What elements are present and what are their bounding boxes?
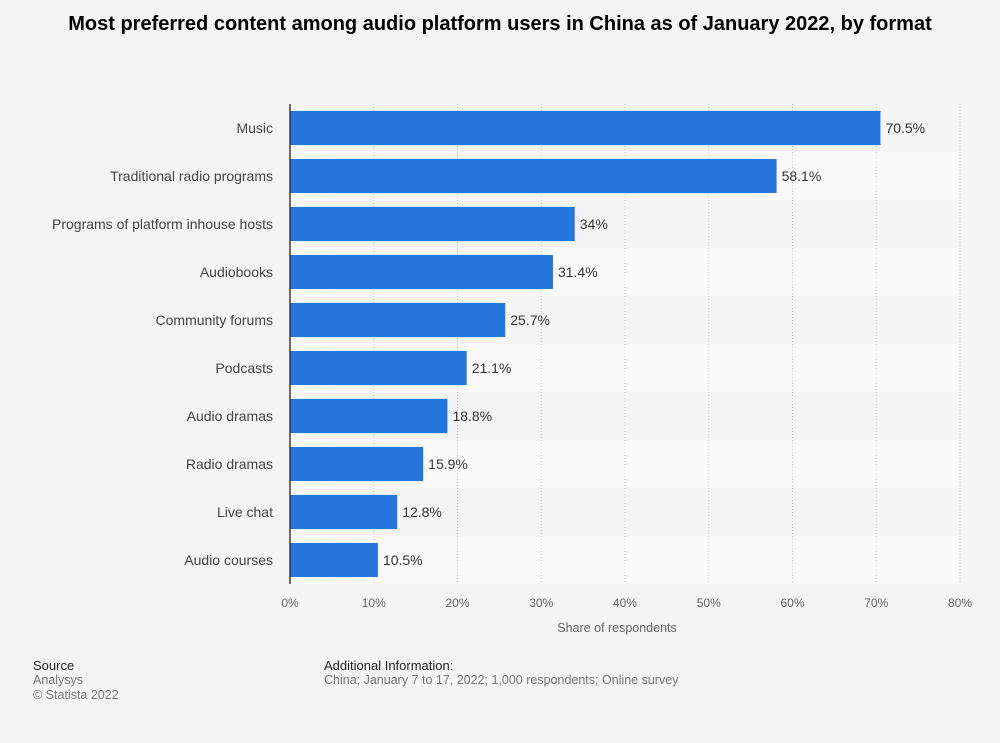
- category-label: Audio courses: [184, 552, 273, 568]
- x-tick-label: 80%: [948, 596, 972, 610]
- additional-info-label: Additional Information:: [324, 658, 454, 673]
- bar[interactable]: [290, 159, 777, 193]
- source-label: Source: [33, 658, 75, 673]
- bar[interactable]: [290, 207, 575, 241]
- category-label: Live chat: [217, 504, 273, 520]
- x-tick-label: 50%: [697, 596, 721, 610]
- bar[interactable]: [290, 495, 398, 529]
- category-label: Audiobooks: [200, 264, 273, 280]
- bar[interactable]: [290, 543, 378, 577]
- x-tick-label: 70%: [864, 596, 888, 610]
- x-tick-label: 40%: [613, 596, 637, 610]
- category-label: Radio dramas: [186, 456, 273, 472]
- copyright[interactable]: © Statista 2022: [33, 688, 119, 702]
- category-label: Music: [236, 120, 273, 136]
- value-label: 12.8%: [402, 504, 442, 520]
- value-label: 31.4%: [558, 264, 598, 280]
- bar-chart: 0% 10% 20% 30% 40% 50% 60% 70% 80% Music 70.5% Trad…: [52, 104, 972, 635]
- additional-info-text: China; January 7 to 17, 2022; 1,000 resp…: [324, 673, 679, 687]
- x-tick-label: 30%: [529, 596, 553, 610]
- bar[interactable]: [290, 447, 424, 481]
- category-label: Podcasts: [215, 360, 273, 376]
- value-label: 34%: [580, 216, 608, 232]
- value-label: 15.9%: [428, 456, 468, 472]
- value-label: 58.1%: [782, 168, 822, 184]
- x-tick-label: 60%: [780, 596, 804, 610]
- bar[interactable]: [290, 351, 467, 385]
- category-label: Community forums: [156, 312, 273, 328]
- value-label: 18.8%: [452, 408, 492, 424]
- chart-title: Most preferred content among audio platf…: [68, 13, 932, 35]
- value-label: 10.5%: [383, 552, 423, 568]
- category-label: Audio dramas: [187, 408, 273, 424]
- bar[interactable]: [290, 303, 506, 337]
- bar[interactable]: [290, 399, 448, 433]
- additional-info-block: Additional Information: China; January 7…: [324, 658, 678, 688]
- category-label: Traditional radio programs: [110, 168, 273, 184]
- x-tick-label: 0%: [281, 596, 299, 610]
- x-axis-title: Share of respondents: [557, 621, 677, 635]
- source-name[interactable]: Analysys: [33, 673, 84, 687]
- category-label: Programs of platform inhouse hosts: [52, 216, 273, 232]
- value-label: 21.1%: [472, 360, 512, 376]
- bar[interactable]: [290, 255, 553, 289]
- bar[interactable]: [290, 111, 881, 145]
- x-tick-label: 20%: [445, 596, 469, 610]
- value-label: 70.5%: [885, 120, 925, 136]
- source-block: Source Analysys © Statista 2022: [33, 658, 119, 703]
- x-tick-label: 10%: [362, 596, 386, 610]
- value-label: 25.7%: [510, 312, 550, 328]
